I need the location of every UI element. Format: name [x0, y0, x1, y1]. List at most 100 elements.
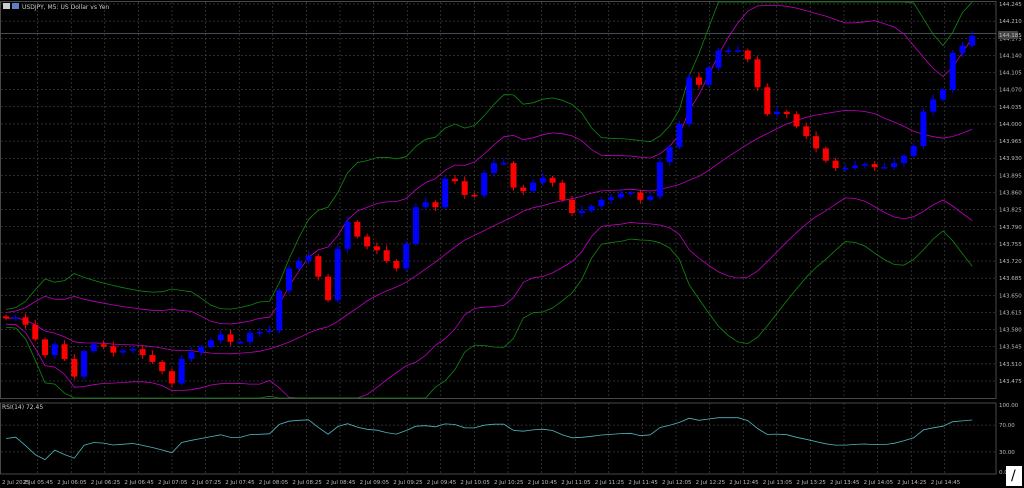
candle-body — [403, 243, 410, 269]
candle-body — [881, 167, 888, 169]
time-axis-label: 2 Jul 12:25 — [696, 480, 726, 486]
rsi-axis-label: 70.00 — [999, 423, 1015, 429]
candle-body — [539, 177, 546, 183]
candle-body — [364, 236, 371, 247]
time-axis-label: 2 Jul 11:45 — [628, 480, 658, 486]
candle-body — [559, 182, 566, 200]
candle-body — [608, 197, 615, 200]
current-price-value: 144.185 — [999, 33, 1022, 39]
candle-body — [266, 330, 273, 333]
symbol-flag-icon — [12, 3, 19, 9]
price-axis-label: 143.860 — [999, 191, 1022, 197]
time-axis-label: 2 Jul 13:05 — [763, 480, 793, 486]
candle-body — [832, 160, 839, 169]
candle-body — [393, 261, 400, 269]
candle-body — [373, 246, 380, 251]
candle-body — [149, 355, 156, 362]
time-axis-label: 2 Jul 05:45 — [24, 480, 54, 486]
rsi-label: RSI(14) 72.45 — [2, 404, 43, 411]
candle-body — [735, 50, 741, 53]
candle-body — [617, 193, 624, 198]
time-axis-label: 2 Jul 14:25 — [897, 480, 927, 486]
rsi-axis-label: 30.00 — [999, 450, 1015, 456]
candle-body — [159, 361, 166, 372]
price-axis-label: 144.210 — [999, 19, 1022, 25]
bb-lower-line — [5, 197, 973, 399]
candle-body — [315, 256, 322, 277]
candle-body — [188, 352, 195, 359]
candle-body — [100, 344, 107, 347]
price-axis-label: 143.650 — [999, 293, 1022, 299]
candle-body — [842, 168, 849, 170]
bb-upper-line — [5, 5, 973, 325]
candle-body — [666, 146, 673, 163]
candle-body — [900, 155, 907, 164]
time-axis-label: 2 Jul 08:05 — [259, 480, 289, 486]
time-axis-label: 2 Jul 13:25 — [796, 480, 826, 486]
price-axis-label: 143.755 — [999, 242, 1022, 248]
candle-body — [861, 164, 868, 166]
candle-body — [325, 276, 332, 301]
candle-body — [61, 344, 68, 359]
candle-body — [344, 221, 351, 249]
candle-body — [81, 351, 88, 377]
candle-body — [247, 333, 253, 342]
candle-body — [422, 202, 429, 208]
time-axis-label: 2 Jul 11:05 — [561, 480, 591, 486]
bb-outer-upper-line — [5, 1, 973, 310]
price-axis-label: 143.825 — [999, 208, 1022, 214]
candle-body — [471, 194, 478, 197]
candle-body — [168, 371, 175, 384]
price-axis-label: 144.245 — [999, 2, 1022, 8]
price-axis-label: 143.930 — [999, 156, 1022, 162]
candle-body — [442, 178, 449, 208]
candle-body — [520, 187, 527, 192]
price-axis-label: 144.035 — [999, 105, 1022, 111]
candle-body — [120, 350, 127, 353]
candle-body — [744, 50, 751, 60]
candle-body — [295, 261, 302, 269]
price-axis-label: 143.790 — [999, 225, 1022, 231]
candle-body — [12, 317, 19, 319]
candle-body — [569, 199, 576, 214]
time-axis-label: 2 Jul 06:05 — [57, 480, 87, 486]
time-axis-label: 2 Jul 11:25 — [595, 480, 625, 486]
price-axis-label: 143.510 — [999, 362, 1022, 368]
resize-corner-icon[interactable]: / — [1006, 466, 1022, 486]
candle-body — [178, 358, 185, 384]
candle-body — [139, 349, 146, 356]
candle-body — [764, 87, 771, 115]
candle-body — [578, 210, 585, 214]
candle-body — [276, 290, 283, 331]
main-panel-border — [0, 1, 997, 399]
candle-body — [207, 340, 214, 347]
candle-body — [22, 317, 29, 325]
rsi-panel — [5, 417, 973, 461]
candle-body — [891, 163, 898, 168]
chart-window-icon[interactable] — [3, 3, 10, 9]
time-axis-label: 2 Jul 10:25 — [494, 480, 524, 486]
candle-body — [939, 89, 946, 100]
candle-body — [676, 123, 683, 147]
candles — [3, 30, 976, 388]
time-axis-label: 2 Jul 09:45 — [427, 480, 457, 486]
candle-body — [959, 45, 966, 53]
candle-body — [383, 250, 390, 262]
time-axis-label: 2 Jul 06:45 — [124, 480, 154, 486]
chart-symbol-title: USDJPY, M5: US Dollar vs Yen — [22, 4, 109, 11]
price-axis-label: 144.140 — [999, 53, 1022, 59]
candle-body — [549, 177, 556, 183]
price-axis-label: 143.965 — [999, 139, 1022, 145]
candle-body — [90, 344, 97, 352]
time-axis-label: 2 Jul 09:25 — [393, 480, 423, 486]
rsi-line — [5, 417, 973, 461]
bollinger-bands — [5, 1, 973, 399]
candle-body — [686, 77, 693, 124]
candle-body — [647, 196, 654, 200]
candle-body — [530, 182, 537, 192]
candle-body — [793, 114, 800, 127]
time-axis-label: 2 Jul 14:45 — [931, 480, 961, 486]
candle-body — [110, 346, 117, 353]
